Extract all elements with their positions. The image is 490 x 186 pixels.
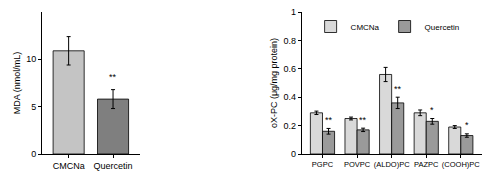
svg-text:0: 0	[291, 149, 296, 159]
svg-text:**: **	[109, 72, 117, 82]
svg-text:MDA (nmol/mL): MDA (nmol/mL)	[12, 52, 22, 115]
svg-text:0: 0	[31, 149, 36, 159]
svg-text:(ALDO)PC: (ALDO)PC	[374, 160, 410, 169]
svg-text:oX-PC (μg/mg protein): oX-PC (μg/mg protein)	[269, 38, 279, 128]
svg-text:*: *	[430, 105, 434, 115]
svg-text:**: **	[359, 115, 367, 125]
svg-text:*: *	[465, 120, 469, 130]
svg-text:POVPC: POVPC	[344, 160, 371, 169]
svg-text:10: 10	[26, 54, 36, 64]
svg-text:PGPC: PGPC	[312, 160, 334, 169]
svg-text:0.8: 0.8	[283, 36, 296, 46]
svg-text:**: **	[394, 84, 402, 94]
svg-text:0.2: 0.2	[283, 121, 296, 131]
svg-text:PAZPC: PAZPC	[414, 160, 439, 169]
svg-text:1: 1	[291, 7, 296, 17]
svg-text:**: **	[325, 115, 333, 125]
svg-text:CMCNa: CMCNa	[53, 161, 85, 171]
svg-text:5: 5	[31, 102, 36, 112]
svg-text:0.4: 0.4	[283, 92, 296, 102]
svg-text:Quercetin: Quercetin	[425, 23, 460, 32]
svg-text:Quercetin: Quercetin	[94, 161, 133, 171]
svg-text:(COOH)PC: (COOH)PC	[442, 160, 480, 169]
svg-text:CMCNa: CMCNa	[351, 23, 380, 32]
svg-text:0.6: 0.6	[283, 64, 296, 74]
